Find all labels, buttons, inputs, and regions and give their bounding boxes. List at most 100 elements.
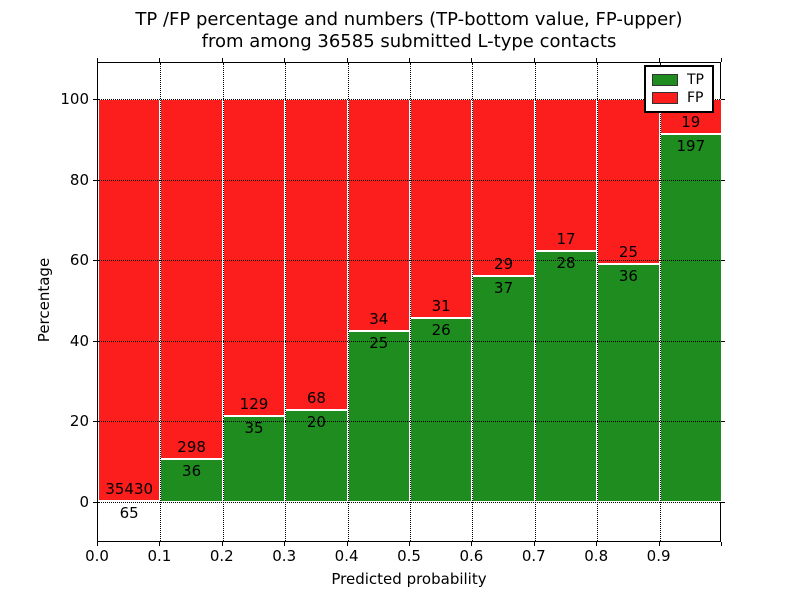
bar-segment-tp (285, 410, 348, 502)
tp-count-label: 26 (431, 321, 451, 340)
fp-count-label: 25 (618, 243, 638, 262)
bar-segment-tp (347, 331, 410, 502)
x-tick-bottom (409, 542, 410, 546)
x-tick-top (284, 58, 286, 62)
x-tick-bottom (159, 542, 161, 546)
x-tick-top (346, 58, 348, 62)
fp-count-label: 19 (681, 113, 701, 132)
v-gridline (534, 63, 536, 541)
y-tick-right (721, 502, 725, 503)
tp-count-label: 65 (119, 504, 139, 523)
y-tick-label: 60 (69, 251, 89, 270)
bar-segment-fp (534, 99, 598, 252)
h-gridline (98, 340, 720, 342)
h-gridline (98, 99, 720, 100)
v-gridline (285, 63, 287, 541)
x-tick-bottom (533, 542, 535, 546)
x-tick-top (533, 58, 535, 62)
x-tick-top (221, 58, 223, 62)
tp-count-label: 35 (244, 418, 264, 437)
bar-segment-fp (160, 99, 223, 459)
bar-segment-tp (597, 264, 660, 502)
fp-count-label: 68 (306, 389, 326, 408)
tp-count-label: 36 (182, 461, 202, 480)
tp-count-label: 36 (618, 267, 638, 286)
x-tick-top (97, 58, 98, 62)
x-tick-bottom (658, 542, 660, 546)
legend-entry-fp: FP (652, 91, 706, 105)
tp-count-label: 197 (676, 137, 706, 156)
x-tick-bottom (284, 542, 286, 546)
bar-segment-fp (98, 99, 161, 502)
v-gridline (472, 63, 474, 541)
x-axis-label: Predicted probability (331, 570, 487, 588)
h-gridline (98, 421, 720, 423)
fp-count-label: 29 (494, 255, 514, 274)
v-gridline (160, 63, 162, 541)
x-tick-top (409, 58, 410, 62)
legend-entry-tp: TP (652, 73, 706, 87)
y-tick-label: 80 (69, 170, 89, 189)
x-tick-bottom (471, 542, 473, 546)
y-tick-left (93, 260, 97, 262)
x-tick-label: 0.2 (209, 547, 234, 565)
x-tick-label: 0.7 (521, 547, 546, 565)
y-tick-left (93, 99, 97, 100)
tp-count-label: 37 (494, 279, 514, 298)
x-tick-bottom (221, 542, 223, 546)
y-tick-right (721, 421, 725, 423)
x-tick-label: 0.8 (584, 547, 609, 565)
x-tick-bottom (721, 542, 722, 546)
x-tick-label: 0.4 (334, 547, 359, 565)
bar-segment-tp (472, 276, 535, 502)
x-tick-bottom (596, 542, 598, 546)
x-tick-label: 0.3 (272, 547, 297, 565)
y-tick-right (721, 99, 725, 100)
tp-count-label: 20 (306, 413, 326, 432)
fp-count-label: 31 (431, 297, 451, 316)
fp-count-label: 129 (239, 394, 269, 413)
x-tick-top (721, 58, 722, 62)
bar-segment-fp (222, 99, 286, 416)
y-tick-right (721, 179, 725, 181)
y-tick-left (93, 421, 97, 423)
x-tick-top (596, 58, 598, 62)
bar-segment-tp (659, 134, 722, 502)
y-tick-label: 40 (69, 331, 89, 350)
fp-count-label: 34 (369, 310, 389, 329)
x-tick-top (658, 58, 660, 62)
tp-color-swatch (652, 73, 678, 86)
legend: TP FP (644, 65, 714, 113)
bar-segment-fp (597, 99, 660, 265)
v-gridline (222, 63, 224, 541)
bar-segment-tp (160, 458, 223, 502)
chart-title: TP /FP percentage and numbers (TP-bottom… (97, 9, 721, 53)
chart-title-line1: TP /FP percentage and numbers (TP-bottom… (135, 9, 683, 30)
y-tick-label: 100 (60, 90, 89, 108)
x-tick-label: 0.6 (459, 547, 484, 565)
tp-count-label: 28 (556, 254, 576, 273)
v-gridline (347, 63, 349, 541)
tp-count-label: 25 (369, 334, 389, 353)
legend-label-fp: FP (687, 90, 704, 107)
bar-segment-fp (347, 99, 410, 332)
bar-segment-tp (534, 251, 598, 502)
v-gridline (659, 63, 661, 541)
chart-title-line2: from among 36585 submitted L-type contac… (201, 31, 617, 52)
h-gridline (98, 179, 720, 181)
x-tick-bottom (97, 542, 98, 546)
bar-segment-fp (285, 99, 348, 411)
bar-segment-fp (410, 99, 473, 319)
fp-color-swatch (652, 92, 678, 105)
y-tick-left (93, 502, 97, 503)
y-tick-left (93, 340, 97, 342)
x-tick-top (159, 58, 161, 62)
y-tick-label: 20 (69, 412, 89, 431)
h-gridline (98, 260, 720, 262)
fp-count-label: 298 (177, 437, 206, 456)
plot-area: 35430 65 298 36 129 35 68 20 34 25 31 26 29 37 17 28 25 3… (97, 62, 722, 542)
bar-segment-fp (472, 99, 535, 277)
x-tick-label: 0.0 (85, 547, 109, 565)
h-gridline (98, 502, 720, 503)
